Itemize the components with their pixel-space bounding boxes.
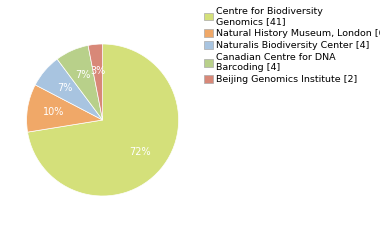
Text: 10%: 10% xyxy=(43,107,65,117)
Text: 3%: 3% xyxy=(90,66,106,76)
Text: 72%: 72% xyxy=(130,147,151,157)
Legend: Centre for Biodiversity
Genomics [41], Natural History Museum, London [6], Natur: Centre for Biodiversity Genomics [41], N… xyxy=(202,5,380,86)
Wedge shape xyxy=(57,45,103,120)
Wedge shape xyxy=(27,85,103,132)
Wedge shape xyxy=(35,59,103,120)
Text: 7%: 7% xyxy=(75,70,90,80)
Wedge shape xyxy=(28,44,179,196)
Wedge shape xyxy=(88,44,103,120)
Text: 7%: 7% xyxy=(57,83,73,93)
